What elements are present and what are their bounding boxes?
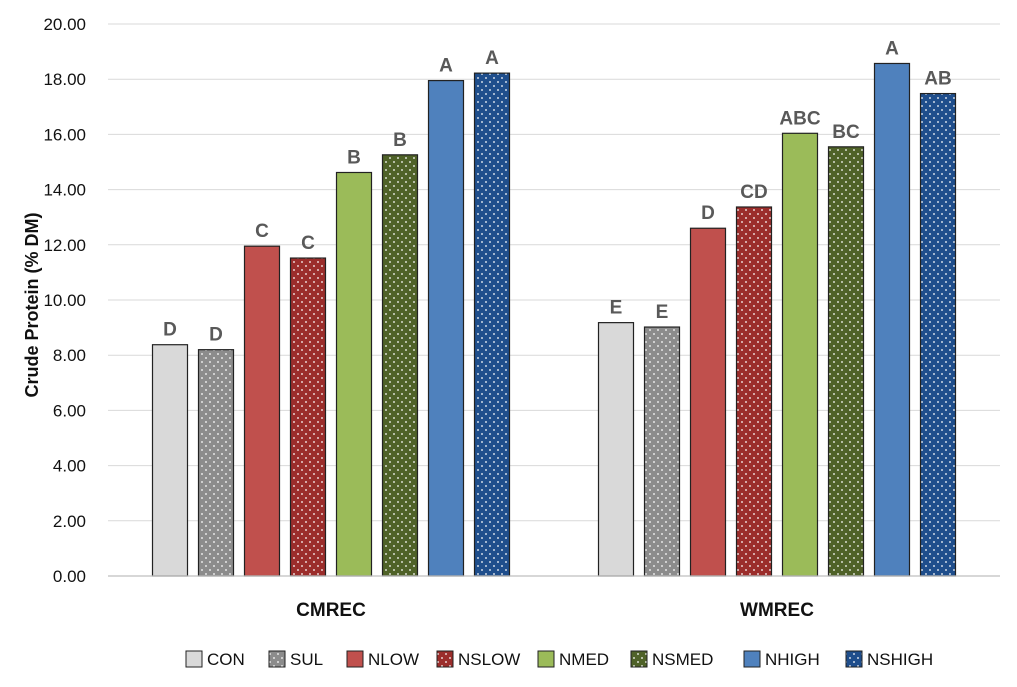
legend-swatch-sul	[268, 650, 286, 668]
y-tick-label: 12.00	[43, 236, 86, 255]
bar-con-cmrec	[151, 344, 189, 577]
bar-nslow-cmrec	[289, 257, 327, 577]
legend-label-con: CON	[207, 650, 245, 669]
legend: CON SUL NLOW NSLOW NMED NSMED NHIGH NSHIGH	[185, 650, 933, 669]
y-tick-label: 2.00	[53, 512, 86, 531]
bar-nmed-wmrec	[781, 132, 819, 577]
y-tick-label: 4.00	[53, 457, 86, 476]
category-labels: CMREC WMREC	[296, 600, 814, 621]
legend-label-nmed: NMED	[559, 650, 609, 669]
significance-label: AB	[924, 69, 951, 90]
legend-swatch-nshigh	[845, 650, 863, 668]
bar-con-wmrec	[597, 322, 635, 577]
significance-label: D	[701, 203, 715, 224]
y-tick-label: 0.00	[53, 567, 86, 586]
bar-nsmed-wmrec	[827, 146, 865, 577]
significance-label: CD	[740, 182, 767, 203]
legend-label-sul: SUL	[290, 650, 323, 669]
bar-nshigh-wmrec	[919, 92, 957, 577]
significance-label: C	[301, 233, 315, 254]
significance-label: BC	[832, 122, 860, 143]
legend-swatch-nmed	[537, 650, 555, 668]
significance-label: A	[485, 48, 499, 69]
y-tick-label: 14.00	[43, 181, 86, 200]
y-tick-label: 10.00	[43, 291, 86, 310]
legend-label-nhigh: NHIGH	[765, 650, 820, 669]
bar-nslow-wmrec	[735, 206, 773, 577]
y-axis-label: Crude Protein (% DM)	[22, 212, 42, 397]
legend-label-nshigh: NSHIGH	[867, 650, 933, 669]
significance-labels: D D C C B B A A E E D CD ABC BC A AB	[163, 38, 952, 345]
bar-sul-cmrec	[197, 349, 235, 577]
gridlines	[108, 23, 1000, 522]
significance-label: D	[209, 325, 223, 346]
legend-swatch-nlow	[346, 650, 364, 668]
legend-label-nsmed: NSMED	[652, 650, 713, 669]
legend-label-nlow: NLOW	[368, 650, 419, 669]
y-tick-label: 20.00	[43, 15, 86, 34]
significance-label: E	[656, 302, 669, 323]
bar-nlow-wmrec	[689, 227, 727, 577]
y-tick-label: 6.00	[53, 401, 86, 420]
legend-swatch-nslow	[436, 650, 454, 668]
bar-nhigh-wmrec	[873, 62, 911, 577]
significance-label: C	[255, 221, 269, 242]
significance-label: B	[347, 147, 361, 168]
legend-swatch-nsmed	[630, 650, 648, 668]
bar-nlow-cmrec	[243, 245, 281, 577]
bar-nshigh-cmrec	[473, 72, 511, 577]
y-tick-label: 18.00	[43, 70, 86, 89]
y-tick-label: 16.00	[43, 125, 86, 144]
bar-nsmed-cmrec	[381, 154, 419, 577]
significance-label: A	[885, 38, 899, 59]
significance-label: E	[610, 298, 623, 319]
y-axis-ticks: 0.00 2.00 4.00 6.00 8.00 10.00 12.00 14.00 16.00…	[43, 15, 86, 586]
y-tick-label: 8.00	[53, 346, 86, 365]
bar-nmed-cmrec	[335, 171, 373, 577]
bar-sul-wmrec	[643, 326, 681, 577]
significance-label: D	[163, 320, 177, 341]
significance-label: A	[439, 56, 453, 77]
significance-label: B	[393, 130, 407, 151]
category-label-wmrec: WMREC	[740, 600, 814, 621]
legend-swatch-con	[185, 650, 203, 668]
bar-nhigh-cmrec	[427, 79, 465, 577]
legend-label-nslow: NSLOW	[458, 650, 520, 669]
category-label-cmrec: CMREC	[296, 600, 366, 621]
legend-swatch-nhigh	[743, 650, 761, 668]
significance-label: ABC	[779, 108, 820, 129]
